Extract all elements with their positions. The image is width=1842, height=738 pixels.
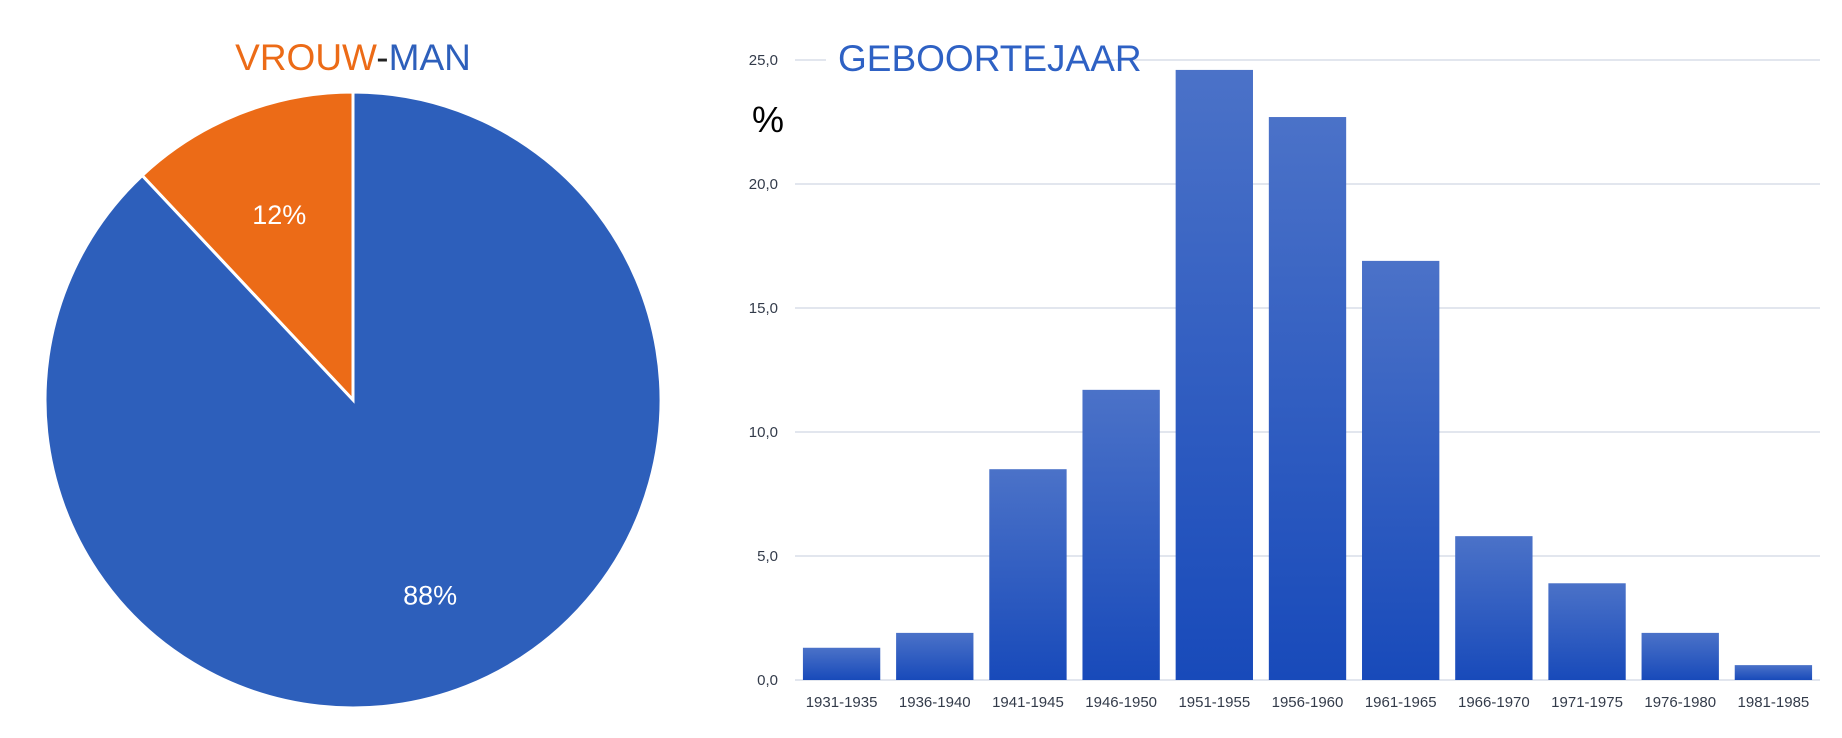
bar-1931-1935: [802, 647, 881, 680]
y-tick-label: 15,0: [749, 300, 778, 317]
y-tick-label: 5,0: [757, 548, 778, 565]
bar-1981-1985: [1734, 665, 1813, 680]
pie-label-man: 88%: [403, 581, 457, 611]
x-tick-label: 1981-1985: [1738, 694, 1810, 711]
pie-title-vrouw: VROUW: [235, 37, 377, 78]
x-tick-label: 1946-1950: [1085, 694, 1157, 711]
y-tick-label: 25,0: [749, 52, 778, 69]
y-tick-label: 0,0: [757, 672, 778, 689]
pie-slices: [43, 90, 663, 710]
bar-1961-1965: [1362, 260, 1440, 680]
bars: [802, 69, 1813, 681]
pie-title: VROUW-MAN: [235, 37, 471, 78]
y-tick-labels: 0,0 5,0 10,0 15,0 20,0 25,0: [749, 52, 778, 689]
y-tick-label: 20,0: [749, 176, 778, 193]
x-tick-label: 1936-1940: [899, 694, 971, 711]
bar-chart: 0,0 5,0 10,0 15,0 20,0 25,0 GEBOORTEJAAR % 19…: [749, 38, 1820, 711]
bar-1976-1980: [1641, 632, 1719, 680]
x-tick-label: 1931-1935: [806, 694, 878, 711]
y-axis-unit: %: [752, 99, 784, 140]
x-tick-label: 1971-1975: [1551, 694, 1623, 711]
bar-1946-1950: [1082, 389, 1160, 680]
pie-title-dash: -: [376, 37, 388, 78]
x-tick-label: 1941-1945: [992, 694, 1064, 711]
bar-title-backdrop: [826, 38, 1104, 82]
bar-1936-1940: [896, 632, 974, 680]
bar-1966-1970: [1455, 536, 1533, 680]
x-tick-label: 1961-1965: [1365, 694, 1437, 711]
x-tick-label: 1966-1970: [1458, 694, 1530, 711]
x-tick-labels: 1931-1935 1936-1940 1941-1945 1946-1950 1951…: [806, 694, 1810, 711]
pie-title-man: MAN: [389, 37, 471, 78]
x-tick-label: 1956-1960: [1272, 694, 1344, 711]
bar-1971-1975: [1548, 583, 1626, 680]
pie-label-vrouw: 12%: [252, 200, 306, 230]
pie-chart: VROUW-MAN 12% 88%: [43, 37, 663, 710]
bar-title: GEBOORTEJAAR: [838, 38, 1142, 79]
x-tick-label: 1976-1980: [1644, 694, 1716, 711]
pie-slice-vrouw: [140, 90, 355, 404]
pie-slice-man: [43, 90, 663, 710]
bar-1956-1960: [1268, 117, 1347, 681]
y-tick-label: 10,0: [749, 424, 778, 441]
bar-1951-1955: [1175, 69, 1253, 681]
bar-1941-1945: [989, 469, 1067, 680]
x-tick-label: 1951-1955: [1178, 694, 1250, 711]
